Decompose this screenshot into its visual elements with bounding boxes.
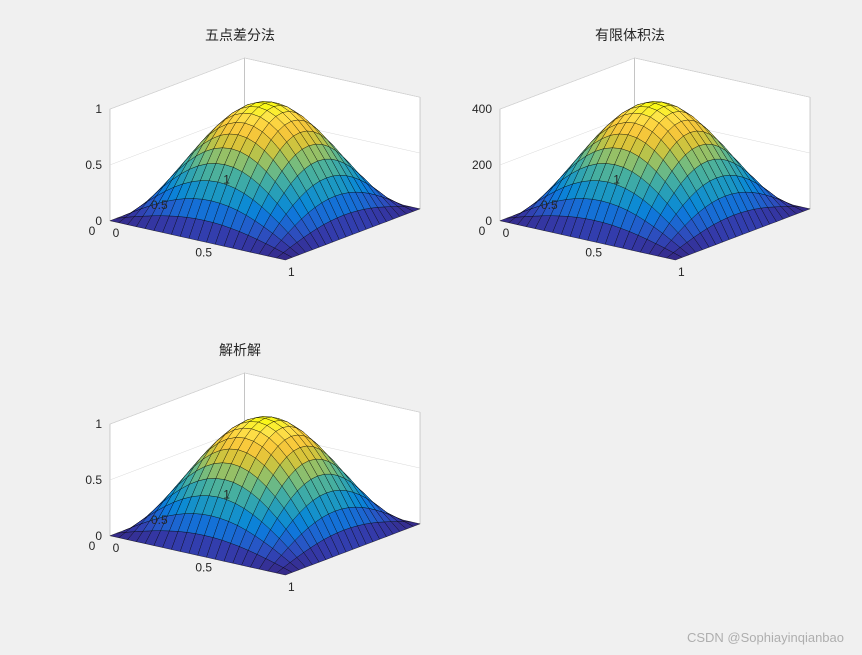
- svg-text:1: 1: [223, 173, 230, 187]
- svg-text:0: 0: [95, 529, 102, 543]
- watermark-text: CSDN @Sophiayinqianbao: [687, 630, 844, 645]
- svg-text:0.5: 0.5: [151, 513, 168, 527]
- svg-text:0.5: 0.5: [85, 158, 102, 172]
- subplot-3: 0 0.5 1 0 0.5 1 0 0.5 1 解析解: [85, 342, 420, 594]
- figure-svg: 0 0.5 1 0 0.5 1 0 0.5 1 五点差分法 0 200 400 0 0.5 1 0 0.5 1 有限体…: [0, 0, 862, 655]
- svg-text:1: 1: [288, 580, 295, 594]
- svg-text:0: 0: [503, 226, 510, 240]
- svg-text:0.5: 0.5: [585, 245, 602, 259]
- svg-text:0.5: 0.5: [541, 198, 558, 212]
- subplot-title-1: 五点差分法: [205, 27, 275, 43]
- svg-text:1: 1: [95, 102, 102, 116]
- subplot-title-3: 解析解: [219, 342, 261, 358]
- svg-text:0.5: 0.5: [151, 198, 168, 212]
- svg-text:400: 400: [472, 102, 492, 116]
- svg-text:0.5: 0.5: [85, 473, 102, 487]
- svg-text:0.5: 0.5: [195, 245, 212, 259]
- subplot-2: 0 200 400 0 0.5 1 0 0.5 1 有限体积法: [472, 27, 810, 279]
- svg-text:1: 1: [223, 488, 230, 502]
- svg-text:0: 0: [113, 226, 120, 240]
- figure-background: 0 0.5 1 0 0.5 1 0 0.5 1 五点差分法 0 200 400 0 0.5 1 0 0.5 1 有限体…: [0, 0, 862, 655]
- svg-text:0: 0: [89, 539, 96, 553]
- svg-text:200: 200: [472, 158, 492, 172]
- subplot-title-2: 有限体积法: [595, 27, 665, 43]
- svg-text:1: 1: [288, 265, 295, 279]
- subplot-1: 0 0.5 1 0 0.5 1 0 0.5 1 五点差分法: [85, 27, 420, 279]
- svg-text:1: 1: [613, 173, 620, 187]
- svg-text:0: 0: [95, 214, 102, 228]
- svg-text:0: 0: [113, 541, 120, 555]
- svg-text:1: 1: [678, 265, 685, 279]
- svg-text:1: 1: [95, 417, 102, 431]
- svg-text:0: 0: [89, 224, 96, 238]
- svg-text:0: 0: [485, 214, 492, 228]
- svg-text:0.5: 0.5: [195, 560, 212, 574]
- svg-text:0: 0: [479, 224, 486, 238]
